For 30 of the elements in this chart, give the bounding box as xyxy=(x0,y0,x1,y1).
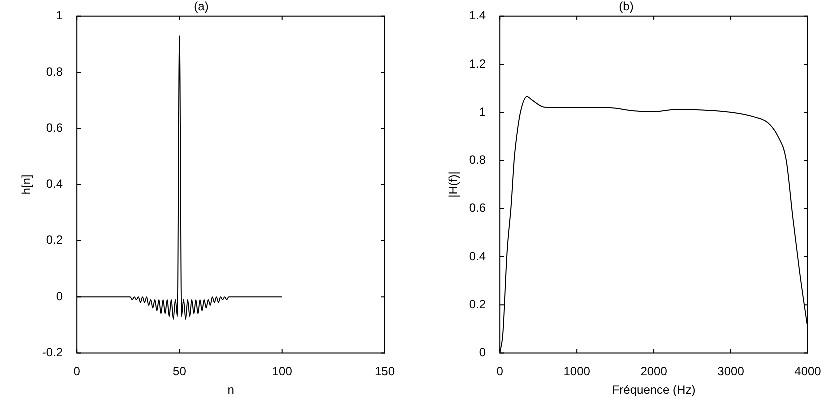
y-tick-label: -0.2 xyxy=(42,346,64,360)
x-tick-label: 2000 xyxy=(640,364,668,379)
y-tick-label: 0.6 xyxy=(469,201,486,216)
x-tick-label: 100 xyxy=(272,364,293,379)
y-tick-label: 0.4 xyxy=(46,177,64,192)
x-axis-title: n xyxy=(228,383,234,398)
y-tick-label: 0 xyxy=(479,346,486,360)
y-tick-label: 0 xyxy=(56,289,64,304)
chart-title: (b) xyxy=(619,0,634,14)
y-tick-label: 0.2 xyxy=(469,297,486,312)
x-tick-label: 50 xyxy=(173,364,187,379)
x-tick-label: 3000 xyxy=(718,364,745,379)
x-tick-label: 0 xyxy=(496,364,504,379)
y-tick-label: 1.2 xyxy=(469,56,486,71)
x-axis-title: Fréquence (Hz) xyxy=(612,383,696,398)
chart-title: (a) xyxy=(194,0,209,14)
y-tick-label: 0.8 xyxy=(46,64,64,79)
x-tick-label: 150 xyxy=(374,364,396,379)
y-axis-title: h[n] xyxy=(20,174,34,195)
y-tick-label: 1 xyxy=(56,8,64,23)
y-tick-label: 1 xyxy=(479,104,486,119)
y-tick-label: 0.2 xyxy=(46,233,64,248)
y-tick-label: 0.8 xyxy=(469,153,486,168)
y-tick-label: 1.4 xyxy=(469,8,486,23)
x-tick-label: 1000 xyxy=(564,364,591,379)
x-tick-label: 0 xyxy=(74,364,81,379)
y-tick-label: 0.6 xyxy=(46,120,64,135)
x-tick-label: 4000 xyxy=(794,364,822,379)
y-axis-title: |H(f)| xyxy=(446,172,461,198)
y-tick-label: 0.4 xyxy=(469,249,486,264)
